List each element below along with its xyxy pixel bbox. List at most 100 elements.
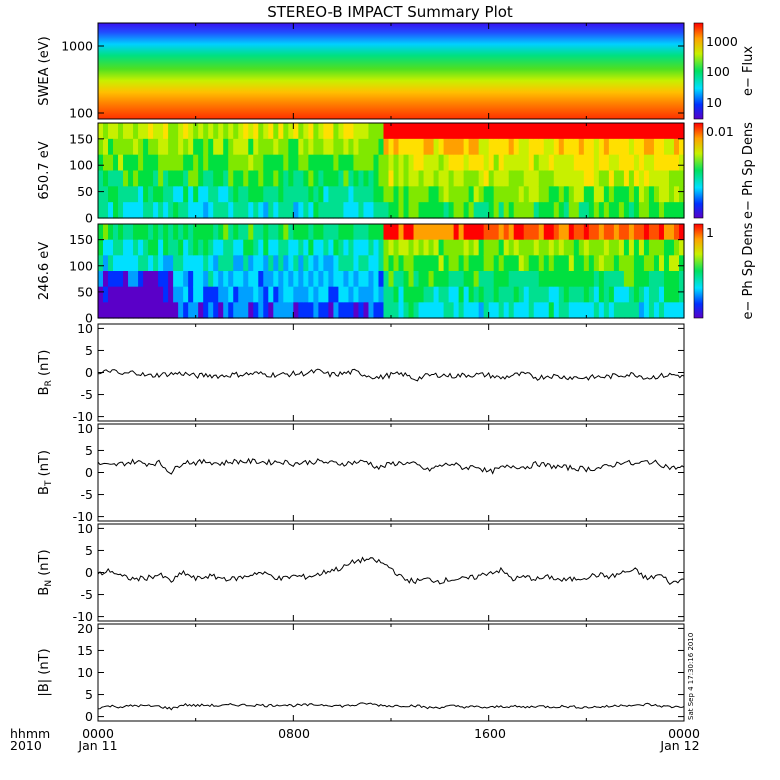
pad_650-cell <box>273 138 279 156</box>
pad_246-cell <box>273 286 279 303</box>
pad_246-cell <box>308 239 314 256</box>
pad_650-cell <box>643 138 650 156</box>
pad_650-cell <box>328 123 334 140</box>
pad_650-cell <box>613 138 620 156</box>
pad_650-cell <box>563 202 570 219</box>
pad_650-cell <box>308 123 314 140</box>
pad_650-cell <box>413 154 420 172</box>
pad_650-cell <box>278 170 284 187</box>
pad_246-cell <box>378 286 385 303</box>
pad_246-cell <box>108 239 114 256</box>
pad_246-cell <box>268 271 274 288</box>
pad_246-cell <box>143 255 149 272</box>
pad_650-cell <box>503 154 510 172</box>
pad_246-cell <box>568 286 575 303</box>
pad_246-cell <box>593 224 600 241</box>
pad_650-cell <box>298 202 304 219</box>
pad_650-cell <box>108 123 114 140</box>
bn-ytick-label: 0 <box>85 565 93 580</box>
pad_650-cell <box>203 123 209 140</box>
pad_246-cell <box>653 271 660 288</box>
pad_246-cell <box>223 286 229 303</box>
pad_650-cell <box>393 186 400 203</box>
pad_246-cell <box>438 271 445 288</box>
pad_246-cell <box>153 302 159 319</box>
pad_650-cell <box>478 202 485 219</box>
btot-ytick-label: 10 <box>77 665 93 680</box>
pad_246-cell <box>388 271 395 288</box>
pad_246-cell <box>408 271 415 288</box>
pad_650-cell <box>388 138 395 156</box>
pad_246-cell <box>278 239 284 256</box>
pad_650-cell <box>383 186 390 203</box>
pad_650-cell <box>403 138 410 156</box>
pad_650-cell <box>178 138 184 156</box>
pad_246-cell <box>628 239 635 256</box>
pad_246-cell <box>218 255 224 272</box>
pad_650-cell <box>148 186 154 203</box>
pad_246-cell <box>108 255 114 272</box>
pad_246-cell <box>513 302 520 319</box>
pad_246-cell <box>113 224 119 241</box>
pad_246-cell <box>563 224 570 241</box>
pad_246-cell <box>478 239 485 256</box>
pad_246-cell <box>348 224 355 241</box>
pad_650-cell <box>363 202 370 219</box>
pad_650-cell <box>358 154 365 172</box>
pad_246-cell <box>593 286 600 303</box>
pad_650-cell <box>273 154 279 172</box>
pad_246-cell <box>523 271 530 288</box>
pad_650-cell <box>348 138 355 156</box>
pad_246-cell <box>153 286 159 303</box>
pad_650-cell <box>433 202 440 219</box>
pad_246-cell <box>263 286 269 303</box>
pad_246-cell <box>588 224 595 241</box>
pad_650-cell <box>413 170 420 187</box>
pad_246-cell <box>643 302 650 319</box>
pad_650-cell <box>258 202 264 219</box>
pad_650-cell <box>518 138 525 156</box>
pad_246-cell <box>363 239 370 256</box>
pad_650-cell <box>558 154 565 172</box>
pad_246-cell <box>228 286 234 303</box>
pad_246-cell <box>528 286 535 303</box>
pad_650-cell <box>413 186 420 203</box>
pad_650-cell <box>368 186 375 203</box>
pad_650-cell <box>623 186 630 203</box>
pad_650-cell <box>523 154 530 172</box>
pad_650-cell <box>153 154 159 172</box>
pad_650-cell <box>118 202 124 219</box>
pad_650-cell <box>373 154 380 172</box>
pad_246-cell <box>458 239 465 256</box>
pad_650-cell <box>538 170 545 187</box>
pad_246-cell <box>593 239 600 256</box>
pad_246-cell <box>578 271 585 288</box>
pad_246-cell <box>413 239 420 256</box>
pad_650-cell <box>363 170 370 187</box>
pad_650-cell <box>508 202 515 219</box>
pad_246-cell <box>298 271 304 288</box>
pad_650-cell <box>98 138 104 156</box>
pad_650-cell <box>508 138 515 156</box>
pad_650-cell <box>338 170 345 187</box>
pad_650-cell <box>313 170 319 187</box>
pad_650-cell <box>133 123 139 140</box>
pad_650-cell <box>573 170 580 187</box>
pad_650-cell <box>583 123 590 140</box>
pad_650-cell <box>608 186 615 203</box>
pad_246-cell <box>518 271 525 288</box>
pad_650-cell <box>578 186 585 203</box>
pad_650-cell <box>183 170 189 187</box>
pad_650-cell <box>438 154 445 172</box>
pad_650-cell <box>178 186 184 203</box>
pad_246-ytick-label: 0 <box>85 311 93 326</box>
pad_650-cell <box>473 170 480 187</box>
pad_650-cell <box>543 170 550 187</box>
pad_650-cell <box>578 202 585 219</box>
pad_246-cell <box>553 255 560 272</box>
pad_650-cell <box>443 186 450 203</box>
pad_246-cell <box>478 286 485 303</box>
pad_246-cell <box>548 271 555 288</box>
pad_246-cell <box>623 286 630 303</box>
pad_650-cell <box>638 186 645 203</box>
